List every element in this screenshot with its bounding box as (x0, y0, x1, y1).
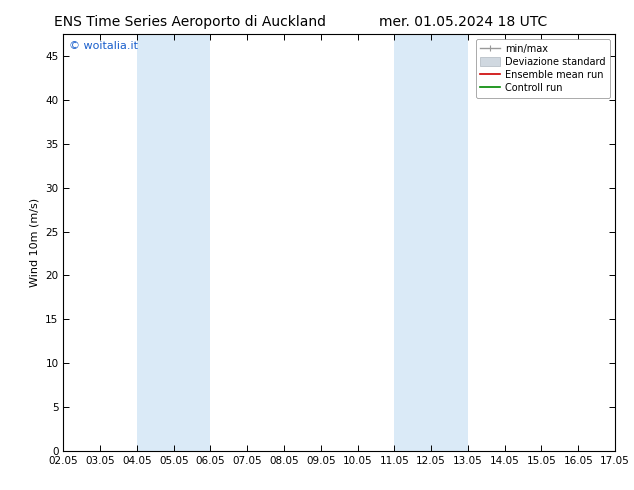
Text: ENS Time Series Aeroporto di Auckland: ENS Time Series Aeroporto di Auckland (54, 15, 327, 29)
Y-axis label: Wind 10m (m/s): Wind 10m (m/s) (30, 198, 40, 287)
Text: © woitalia.it: © woitalia.it (69, 41, 138, 50)
Bar (137, 34, 210, 451)
Text: mer. 01.05.2024 18 UTC: mer. 01.05.2024 18 UTC (378, 15, 547, 29)
Legend: min/max, Deviazione standard, Ensemble mean run, Controll run: min/max, Deviazione standard, Ensemble m… (476, 39, 610, 98)
Bar (394, 34, 468, 451)
